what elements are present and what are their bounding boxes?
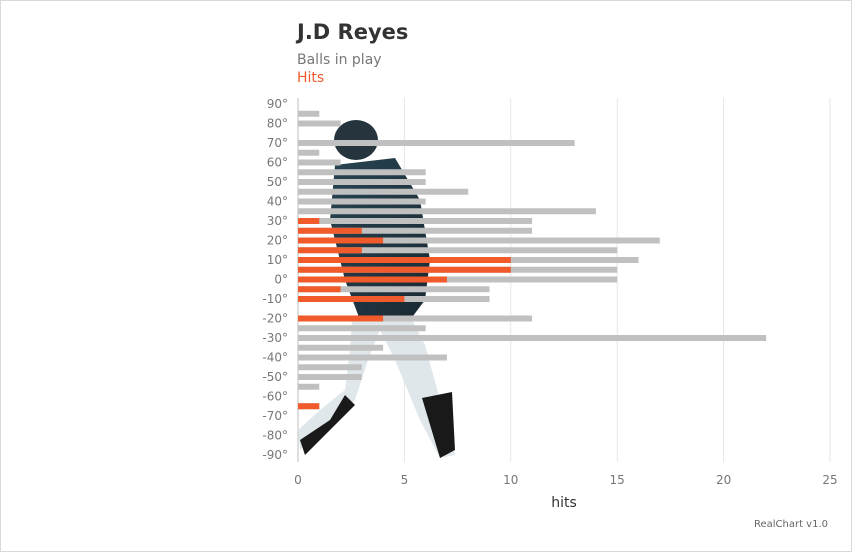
y-tick-label: 60° <box>267 156 288 170</box>
chart-subtitle: Balls in play <box>297 52 382 68</box>
y-tick-label: -70° <box>262 409 288 423</box>
bar-balls-in-play[interactable] <box>298 325 426 332</box>
bar-hits[interactable] <box>298 403 320 410</box>
bar-balls-in-play[interactable] <box>298 149 320 156</box>
y-tick-label: -60° <box>262 390 288 404</box>
y-tick-label: -20° <box>262 312 288 326</box>
y-tick-label: 70° <box>267 136 288 150</box>
chart-title: J.D Reyes <box>297 20 409 44</box>
bar-balls-in-play[interactable] <box>298 188 469 195</box>
bar-balls-in-play[interactable] <box>298 218 533 224</box>
bar-hits[interactable] <box>298 247 362 254</box>
y-axis-ticks: 90° 80° 70° 60° 50° 40° 30° 20° 10° 0° -10° -20° -30… <box>262 97 288 462</box>
bar-balls-in-play[interactable] <box>298 227 533 234</box>
bar-balls-in-play[interactable] <box>298 140 575 146</box>
bar-hits[interactable] <box>298 286 341 293</box>
bar-hits[interactable] <box>298 315 384 322</box>
bar-balls-in-play[interactable] <box>298 335 767 341</box>
bar-balls-in-play[interactable] <box>298 169 426 176</box>
bar-balls-in-play[interactable] <box>298 159 341 166</box>
bar-balls-in-play[interactable] <box>298 286 490 293</box>
y-tick-label: 80° <box>267 117 288 131</box>
bar-hits[interactable] <box>298 266 511 273</box>
bar-balls-in-play[interactable] <box>298 179 426 185</box>
series-hits <box>298 218 511 410</box>
bar-balls-in-play[interactable] <box>298 247 618 254</box>
bar-balls-in-play[interactable] <box>298 110 320 117</box>
bar-balls-in-play[interactable] <box>298 198 426 205</box>
bar-hits[interactable] <box>298 227 362 234</box>
bar-hits[interactable] <box>298 276 447 283</box>
legend-hits[interactable]: Hits <box>297 70 325 86</box>
bar-hits[interactable] <box>298 257 511 263</box>
bar-balls-in-play[interactable] <box>298 344 384 351</box>
y-tick-label: -30° <box>262 331 288 345</box>
bar-balls-in-play[interactable] <box>298 374 362 380</box>
y-tick-label: -80° <box>262 429 288 443</box>
y-tick-label: 0° <box>274 273 288 287</box>
bar-balls-in-play[interactable] <box>298 208 596 215</box>
y-tick-label: -50° <box>262 370 288 384</box>
x-axis-label: hits <box>551 495 577 511</box>
y-tick-label: -10° <box>262 292 288 306</box>
x-tick-label: 20 <box>716 473 731 487</box>
bar-balls-in-play[interactable] <box>298 237 660 244</box>
y-tick-label: 40° <box>267 195 288 209</box>
x-tick-label: 5 <box>401 473 409 487</box>
y-tick-label: 10° <box>267 253 288 267</box>
bar-balls-in-play[interactable] <box>298 315 533 322</box>
bar-balls-in-play[interactable] <box>298 276 618 283</box>
bar-hits[interactable] <box>298 237 384 244</box>
bar-balls-in-play[interactable] <box>298 120 341 127</box>
x-tick-label: 15 <box>610 473 625 487</box>
chart-credit: RealChart v1.0 <box>753 519 828 530</box>
y-tick-label: 50° <box>267 175 288 189</box>
y-tick-label: -40° <box>262 351 288 365</box>
bar-balls-in-play[interactable] <box>298 364 362 371</box>
y-tick-label: -90° <box>262 448 288 462</box>
x-tick-label: 10 <box>503 473 518 487</box>
bar-balls-in-play[interactable] <box>298 354 447 361</box>
x-axis-ticks: 0 5 10 15 20 25 <box>294 473 837 487</box>
bar-hits[interactable] <box>298 218 320 224</box>
x-tick-label: 0 <box>294 473 302 487</box>
bar-balls-in-play[interactable] <box>298 383 320 390</box>
y-tick-label: 30° <box>267 214 288 228</box>
y-tick-label: 90° <box>267 97 288 111</box>
y-tick-label: 20° <box>267 234 288 248</box>
x-tick-label: 25 <box>822 473 837 487</box>
bar-hits[interactable] <box>298 296 405 302</box>
